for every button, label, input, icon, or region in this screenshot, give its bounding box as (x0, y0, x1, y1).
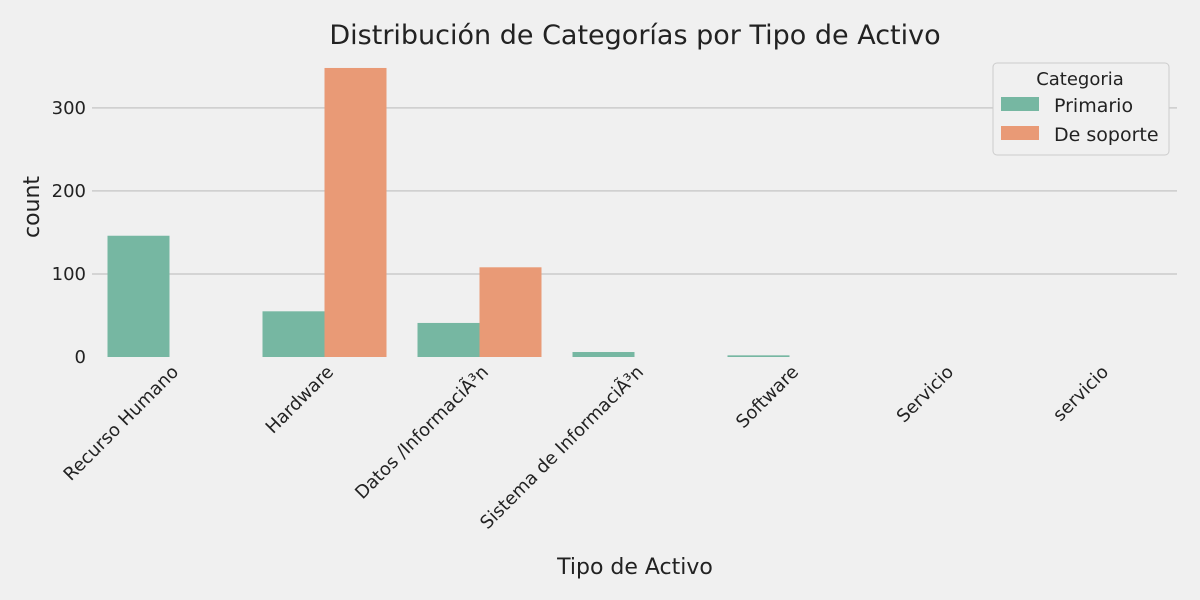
y-axis-ticks: 0 100 200 300 (52, 98, 86, 368)
y-tick-label: 300 (52, 98, 86, 119)
bar (479, 267, 542, 357)
x-tick-label: Sistema de InformaciÃ³n (476, 361, 649, 534)
x-tick-label: Recurso Humano (60, 362, 183, 485)
x-tick-label: Servicio (893, 362, 958, 427)
legend-swatch (1001, 126, 1039, 140)
x-axis-ticks: Recurso Humano Hardware Datos /InformaciÃ³… (60, 361, 1113, 534)
bar (727, 355, 790, 357)
bar (107, 235, 170, 357)
legend: Categoria Primario De soporte (992, 62, 1170, 156)
y-tick-label: 200 (52, 181, 86, 202)
legend-label: De soporte (1054, 124, 1159, 146)
bar (262, 311, 325, 357)
legend-title: Categoria (1036, 69, 1124, 90)
bar (417, 322, 480, 357)
x-tick-label: Hardware (262, 362, 338, 438)
y-tick-label: 100 (52, 264, 86, 285)
x-tick-label: servicio (1049, 362, 1113, 426)
legend-swatch (1001, 97, 1039, 111)
x-axis-label: Tipo de Activo (556, 555, 713, 580)
legend-label: Primario (1054, 95, 1133, 117)
x-tick-label: Datos /InformaciÃ³n (350, 361, 493, 504)
y-tick-label: 0 (75, 347, 86, 368)
x-tick-label: Software (732, 362, 803, 433)
chart-title: Distribución de Categorías por Tipo de A… (329, 20, 940, 51)
bar (572, 352, 635, 357)
y-axis-label: count (20, 176, 45, 238)
bar (324, 67, 387, 357)
bars (107, 67, 790, 357)
